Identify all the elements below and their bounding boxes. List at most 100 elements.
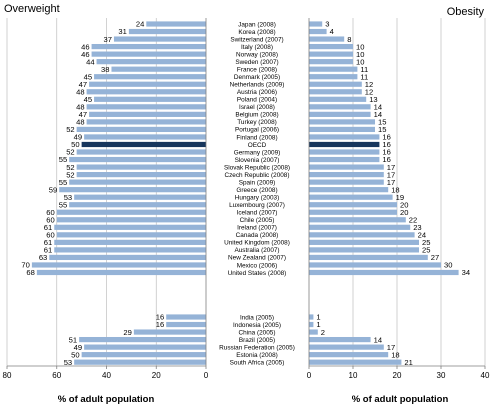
country-label-australia-2007: Australia (2007)	[234, 247, 279, 254]
overweight-bar-greece-2008	[59, 187, 206, 193]
country-label-china-2005: China (2005)	[239, 329, 276, 336]
overweight-bar-india-2005	[166, 314, 206, 320]
country-label-greece-2008: Greece (2008)	[236, 187, 277, 194]
country-label-chile-2005: Chile (2005)	[240, 217, 275, 224]
obesity-bar-netherlands-2009	[309, 81, 362, 87]
obesity-tick-label: 30	[437, 371, 446, 380]
obesity-bar-poland-2004	[309, 96, 367, 102]
obesity-bar-italy-2008	[309, 43, 353, 50]
obesity-value-denmark-2005: 11	[360, 72, 368, 81]
country-label-switzerland-2007: Switzerland (2007)	[230, 36, 283, 43]
obesity-value-belgium-2008: 14	[374, 110, 382, 119]
overweight-value-hungary-2003: 53	[64, 193, 72, 202]
obesity-bar-finland-2008	[309, 134, 380, 140]
obesity-value-france-2008: 11	[360, 65, 368, 74]
overweight-panel-title: Overweight	[4, 3, 60, 15]
overweight-bar-oecd	[81, 141, 206, 148]
obesity-value-israel-2008: 14	[374, 103, 382, 112]
obesity-bar-denmark-2005	[309, 74, 358, 80]
overweight-bar-japan-2008	[146, 21, 206, 27]
obesity-bar-chile-2005	[309, 217, 406, 223]
obesity-bar-estonia-2008	[309, 352, 389, 358]
overweight-bar-new-zealand-2007	[49, 254, 206, 261]
obesity-bar-austria-2006	[309, 89, 362, 95]
obesity-value-mexico-2006: 30	[444, 261, 452, 270]
overweight-bar-netherlands-2009	[89, 81, 206, 87]
obesity-tick-label: 40	[481, 371, 490, 380]
country-label-mexico-2006: Mexico (2006)	[237, 262, 278, 269]
obesity-bar-korea-2008	[309, 28, 327, 35]
overweight-bar-slovak-republic-2008	[76, 164, 207, 170]
country-label-finland-2008: Finland (2008)	[236, 134, 277, 141]
overweight-bar-indonesia-2005	[166, 321, 206, 328]
country-label-poland-2004: Poland (2004)	[237, 97, 277, 104]
country-label-estonia-2008: Estonia (2008)	[236, 352, 278, 359]
overweight-value-germany-2009: 52	[66, 148, 74, 157]
obesity-bar-iceland-2007	[309, 209, 397, 215]
overweight-value-belgium-2008: 47	[79, 110, 87, 119]
overweight-value-switzerland-2007: 37	[104, 35, 112, 44]
bars	[31, 21, 459, 365]
overweight-bar-germany-2009	[76, 149, 207, 155]
overweight-value-australia-2007: 61	[44, 246, 52, 255]
overweight-bar-denmark-2005	[94, 74, 206, 80]
obesity-value-united-kingdom-2008: 25	[422, 238, 430, 247]
overweight-tick-label: 60	[52, 371, 61, 380]
overweight-value-china-2005: 29	[123, 328, 131, 337]
obesity-bar-switzerland-2007	[309, 36, 345, 42]
obesity-value-indonesia-2005: 1	[316, 320, 320, 329]
country-label-slovenia-2007: Slovenia (2007)	[235, 157, 280, 164]
obesity-bar-slovak-republic-2008	[309, 164, 384, 170]
overweight-bar-israel-2008	[86, 104, 206, 110]
obesity-value-turkey-2008: 15	[378, 118, 386, 127]
overweight-bar-luxembourg-2007	[69, 202, 206, 208]
obesity-bar-japan-2008	[309, 21, 323, 27]
obesity-value-italy-2008: 10	[356, 42, 364, 51]
country-label-brazil-2005: Brazil (2005)	[239, 337, 275, 344]
country-label-denmark-2005: Denmark (2005)	[234, 74, 280, 81]
overweight-bar-sweden-2007	[96, 59, 206, 65]
country-label-italy-2008: Italy (2008)	[241, 44, 273, 51]
overweight-value-austria-2006: 48	[76, 87, 84, 96]
overweight-bar-norway-2008	[91, 51, 206, 57]
country-label-belgium-2008: Belgium (2008)	[235, 112, 278, 119]
obesity-bar-greece-2008	[309, 187, 389, 193]
overweight-tick-label: 0	[204, 371, 209, 380]
overweight-value-portugal-2006: 52	[66, 125, 74, 134]
obesity-bar-new-zealand-2007	[309, 254, 428, 261]
obesity-x-axis-label: % of adult population	[352, 394, 449, 405]
overweight-value-korea-2008: 31	[118, 27, 126, 36]
obesity-bar-china-2005	[309, 329, 318, 335]
overweight-value-israel-2008: 48	[76, 103, 84, 112]
obesity-value-brazil-2005: 14	[374, 335, 382, 344]
overweight-bar-czech-republic-2008	[76, 172, 207, 178]
overweight-bar-russian-federation-2005	[84, 344, 206, 350]
overweight-bar-korea-2008	[128, 28, 206, 35]
obesity-bar-czech-republic-2008	[309, 172, 384, 178]
overweight-x-axis-label: % of adult population	[58, 394, 155, 405]
labels: 24 3 Japan (2008) 31 4 Korea (2008) 37 8 Switzer…	[3, 20, 490, 380]
obesity-tick-label: 0	[307, 371, 312, 380]
overweight-value-luxembourg-2007: 55	[59, 200, 67, 209]
obesity-value-new-zealand-2007: 27	[431, 253, 439, 262]
obesity-bar-slovenia-2007	[309, 156, 380, 163]
overweight-value-czech-republic-2008: 52	[66, 170, 74, 179]
overweight-bar-ireland-2007	[54, 224, 207, 230]
country-label-spain-2009: Spain (2009)	[239, 179, 276, 186]
obesity-bar-ireland-2007	[309, 224, 411, 230]
overweight-value-india-2005: 16	[156, 313, 164, 322]
country-label-japan-2008: Japan (2008)	[238, 21, 276, 28]
overweight-bar-united-states-2008	[36, 269, 206, 276]
obesity-value-hungary-2003: 19	[396, 193, 404, 202]
country-label-oecd: OECD	[248, 142, 267, 149]
overweight-value-new-zealand-2007: 63	[39, 253, 47, 262]
country-label-israel-2008: Israel (2008)	[239, 104, 275, 111]
obesity-value-czech-republic-2008: 17	[387, 170, 395, 179]
obesity-bar-france-2008	[309, 66, 358, 72]
country-label-sweden-2007: Sweden (2007)	[235, 59, 278, 66]
country-label-united-states-2008: United States (2008)	[228, 270, 287, 277]
overweight-value-netherlands-2009: 47	[79, 80, 87, 89]
overweight-value-united-states-2008: 68	[26, 268, 34, 277]
obesity-value-poland-2004: 13	[369, 95, 377, 104]
